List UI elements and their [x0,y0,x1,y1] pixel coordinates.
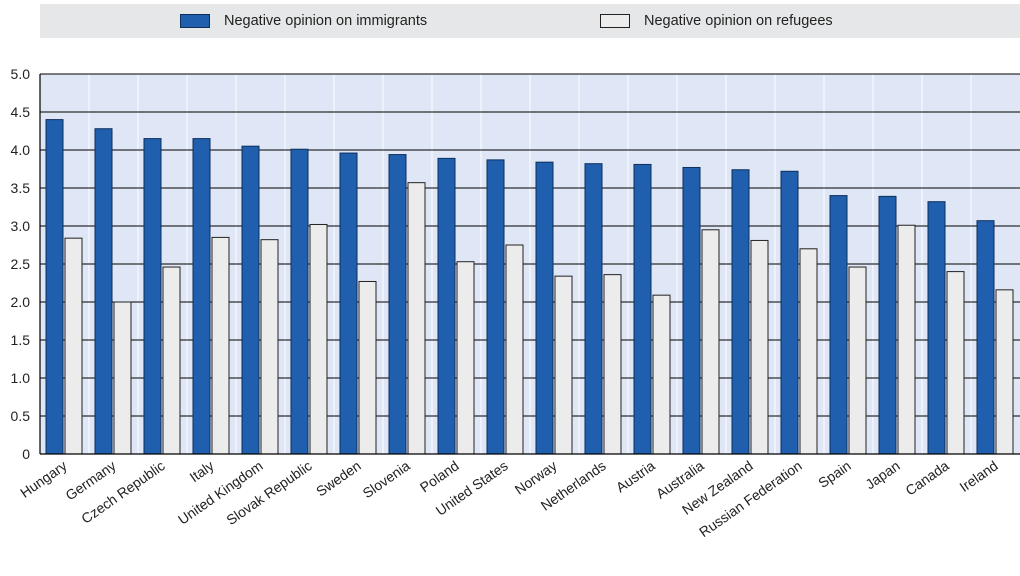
y-tick-label: 5.0 [11,66,31,82]
bar-immigrants [241,145,260,455]
bar-immigrants [829,195,848,455]
bar-immigrants [927,201,946,455]
bar-immigrants [486,159,505,455]
y-tick-label: 4.5 [11,104,31,120]
x-tick-label: Japan [862,457,902,492]
x-tick-label: Spain [815,457,854,491]
bar-immigrants [976,220,995,455]
y-tick-label: 4.0 [11,142,31,158]
bar-refugees [799,248,818,455]
legend-item-immigrants: Negative opinion on immigrants [180,4,427,38]
bar-immigrants [437,157,456,455]
y-tick-label: 0 [22,446,30,462]
bar-immigrants [633,163,652,455]
y-tick-label: 1.0 [11,370,31,386]
y-tick-label: 0.5 [11,408,31,424]
bar-immigrants [290,148,309,455]
bar-refugees [407,182,426,455]
bar-refugees [848,266,867,455]
x-tick-label: Czech Republic [78,457,168,526]
bar-immigrants [682,166,701,455]
bar-refugees [897,224,916,455]
legend: Negative opinion on immigrants Negative … [40,4,1020,38]
bar-refugees [64,237,83,455]
bar-immigrants [192,138,211,455]
bar-refugees [211,236,230,455]
bar-refugees [995,289,1014,455]
x-tick-label: Slovenia [360,457,413,501]
bar-refugees [113,301,132,455]
bar-refugees [701,229,720,455]
x-tick-label: United Kingdom [175,457,266,527]
x-tick-label: Ireland [956,457,1000,495]
bar-immigrants [731,169,750,455]
y-tick-label: 2.0 [11,294,31,310]
bar-refugees [260,239,279,455]
bar-refugees [946,271,965,455]
bar-immigrants [388,154,407,455]
bar-refugees [554,275,573,455]
bar-immigrants [339,152,358,455]
bar-immigrants [45,119,64,455]
bar-refugees [652,294,671,455]
legend-swatch-refugees [600,14,630,28]
bar-immigrants [878,195,897,455]
bar-immigrants [535,161,554,455]
y-tick-label: 3.5 [11,180,31,196]
bar-refugees [603,274,622,455]
bar-immigrants [143,138,162,455]
legend-item-refugees: Negative opinion on refugees [600,4,833,38]
bar-refugees [505,244,524,455]
legend-swatch-immigrants [180,14,210,28]
x-tick-label: Italy [187,457,217,485]
y-tick-label: 2.5 [11,256,31,272]
y-tick-label: 3.0 [11,218,31,234]
bar-immigrants [780,170,799,455]
x-tick-label: Slovak Republic [223,457,314,528]
bar-refugees [750,239,769,455]
x-tick-label: Canada [902,457,952,498]
x-tick-label: Sweden [313,457,364,499]
bar-refugees [309,223,328,455]
x-tick-label: Austria [613,457,658,495]
y-tick-label: 1.5 [11,332,31,348]
bar-refugees [162,266,181,455]
x-tick-label: Hungary [17,457,70,500]
bar-refugees [358,280,377,455]
bar-immigrants [94,128,113,455]
bar-refugees [456,261,475,455]
legend-label-refugees: Negative opinion on refugees [644,13,833,29]
bar-immigrants [584,163,603,455]
legend-label-immigrants: Negative opinion on immigrants [224,13,428,29]
